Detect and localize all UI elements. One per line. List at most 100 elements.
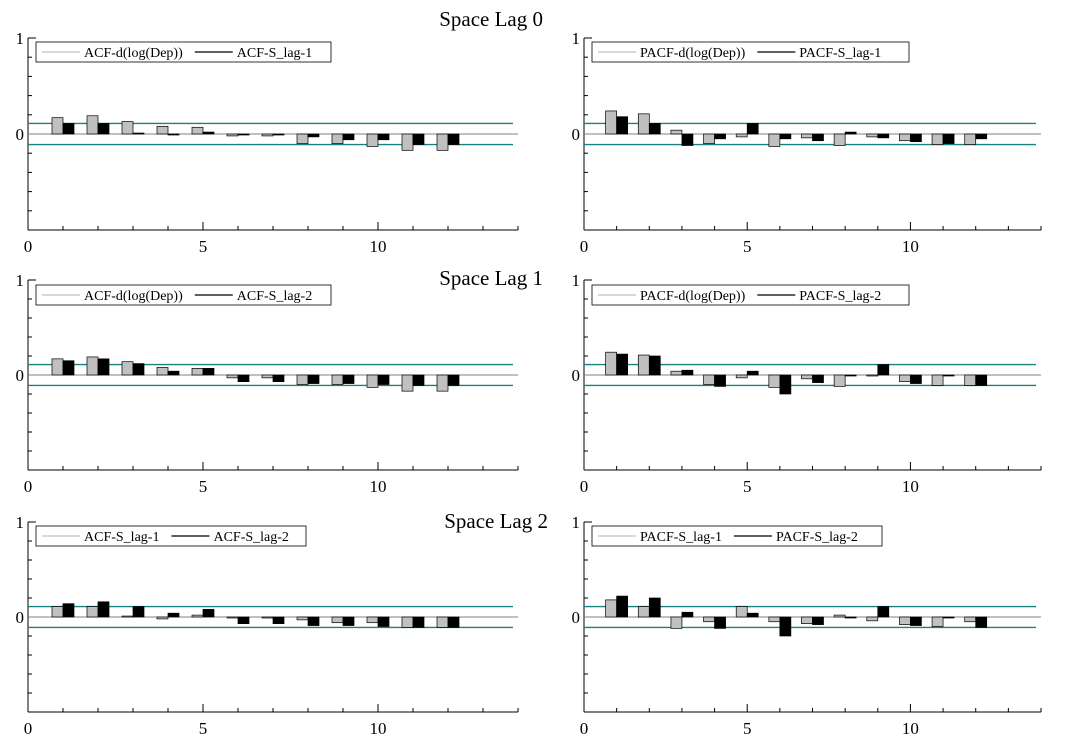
bar-series1 [735,606,748,618]
bar-series1 [605,351,617,376]
x-tick-label: 0 [24,237,33,256]
bar-series2 [62,603,75,618]
bar-series1 [51,117,64,135]
bar-series1 [899,133,911,142]
y-tick-label: 0 [572,366,581,385]
bar-series1 [296,374,309,385]
bar-series1 [156,125,169,135]
bar-series2 [681,133,694,146]
bar-series1 [401,616,414,628]
bar-series2 [714,374,726,387]
bar-series1 [833,133,846,146]
y-tick-label: 0 [572,608,581,627]
bar-series2 [202,609,215,618]
x-tick-label: 0 [580,237,589,256]
bar-series2 [412,133,425,145]
bar-series2 [779,374,792,395]
x-tick-label: 5 [199,719,208,738]
x-tick-label: 10 [902,719,919,738]
legend-box [35,284,332,306]
legend: PACF-S_lag-1 PACF-S_lag-2 [591,525,883,547]
bar-series1 [86,606,99,618]
bar-series2 [237,374,250,383]
legend-box [591,41,910,63]
bar-series2 [681,369,694,376]
bar-series2 [779,133,792,140]
bar-series1 [191,126,204,135]
bar-series2 [62,360,75,376]
legend: ACF-d(log(Dep)) ACF-S_lag-1 [35,41,332,63]
bar-series2 [97,123,110,135]
y-tick-label: 1 [16,513,25,532]
bar-series1 [436,616,449,628]
bar-series2 [714,616,726,629]
bar-series2 [307,374,320,384]
bar-series2 [746,370,759,376]
legend-label-2: ACF-S_lag-2 [237,289,312,304]
x-tick-label: 0 [580,719,589,738]
bar-series2 [877,133,890,139]
y-tick-label: 1 [572,513,581,532]
bar-series2 [237,616,250,625]
bar-series1 [331,616,344,624]
legend: ACF-S_lag-1 ACF-S_lag-2 [35,525,307,547]
bar-series1 [801,374,813,380]
bar-series1 [703,133,715,144]
bar-series1 [670,129,683,135]
y-tick-label: 0 [16,608,25,627]
bar-series2 [377,133,390,141]
x-tick-label: 10 [370,477,387,496]
x-tick-label: 5 [743,719,752,738]
bar-series1 [670,370,683,376]
legend: PACF-d(log(Dep)) PACF-S_lag-2 [591,284,910,306]
bar-series1 [833,374,846,387]
bar-series1 [801,616,813,625]
bar-series2 [342,616,355,626]
legend-label-1: PACF-d(log(Dep)) [640,46,746,61]
legend-label-1: ACF-d(log(Dep)) [84,46,183,61]
bar-series2 [910,616,922,626]
bar-series2 [272,133,285,136]
legend-label-1: ACF-d(log(Dep)) [84,289,183,304]
y-tick-label: 1 [572,29,581,48]
bar-series1 [401,133,414,151]
x-tick-label: 10 [370,719,387,738]
bar-series2 [97,601,110,618]
bar-series2 [910,374,922,384]
legend-box [35,525,307,547]
bar-series2 [877,364,890,376]
bar-series2 [746,123,759,135]
bar-series1 [436,133,449,151]
bar-series1 [768,616,781,623]
bar-series1 [964,133,977,145]
bar-series2 [202,368,215,376]
x-tick-label: 5 [199,237,208,256]
bar-series1 [703,374,715,385]
x-tick-label: 5 [199,477,208,496]
legend-label-2: ACF-S_lag-1 [237,46,312,61]
bar-series1 [86,356,99,376]
bar-series2 [812,616,824,625]
bar-series1 [899,374,911,383]
bar-series2 [877,606,890,618]
bar-series1 [366,616,379,624]
bar-series1 [931,374,944,386]
bar-series2 [975,616,988,628]
bar-series2 [812,133,824,142]
bar-series1 [261,133,274,137]
x-tick-label: 10 [902,477,919,496]
bar-series2 [616,595,628,618]
bar-series1 [121,615,134,618]
bar-series2 [942,133,955,144]
x-tick-label: 10 [370,237,387,256]
bar-series1 [226,616,239,619]
y-tick-label: 0 [16,125,25,144]
chart-title: Space Lag 0 [439,7,543,31]
bar-series2 [616,353,628,376]
bar-series2 [62,123,75,135]
bar-series2 [272,616,285,625]
bar-series1 [931,616,944,627]
